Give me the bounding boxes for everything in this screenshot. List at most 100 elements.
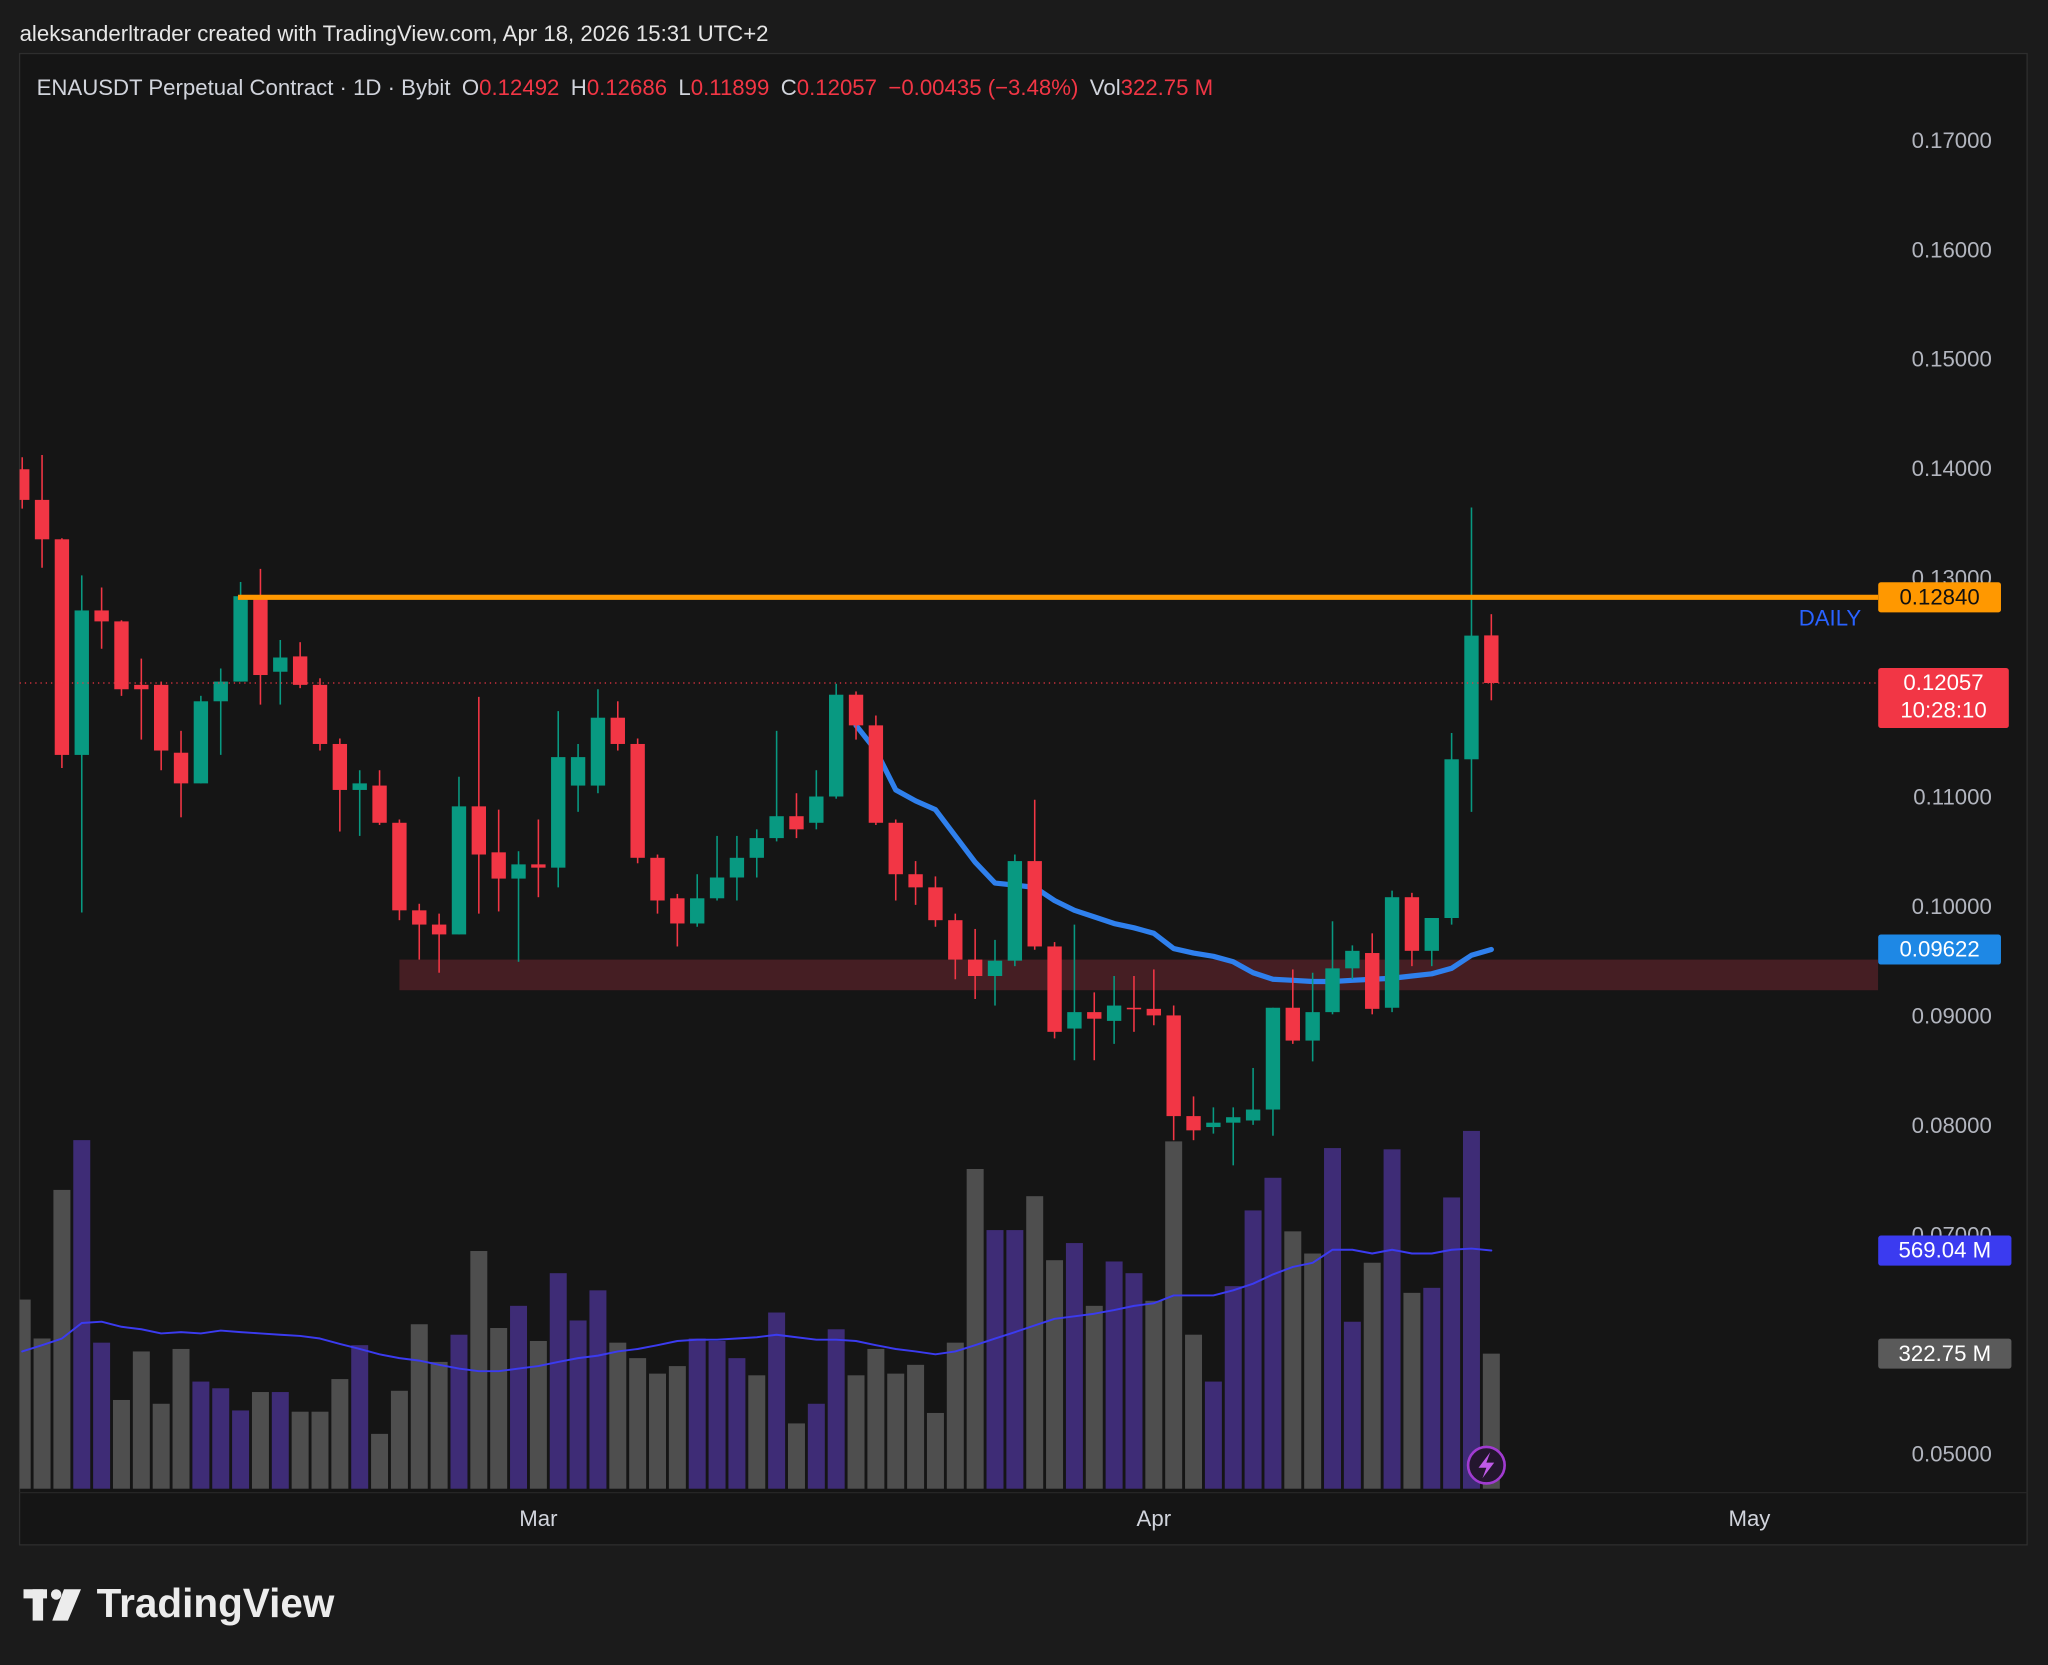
level-badge: 0.12840 (1899, 584, 1979, 609)
volume-bar (1423, 1287, 1441, 1489)
candle-body (1047, 946, 1062, 1032)
candle-body (1226, 1117, 1241, 1123)
candle-body (312, 684, 328, 744)
candle-body (1106, 1005, 1122, 1021)
volume-bar (291, 1411, 309, 1489)
volume-bar (688, 1338, 706, 1489)
volume-bar (1343, 1321, 1361, 1489)
legend-label: Vol (1090, 75, 1121, 100)
candle-body (630, 743, 645, 858)
legend-value: 0.12492 (479, 75, 559, 100)
header: aleksanderltrader created with TradingVi… (20, 21, 769, 46)
legend-value: 322.75 M (1121, 75, 1214, 100)
candle-body (173, 752, 189, 784)
volume-bar (569, 1320, 587, 1489)
volume-bar (1244, 1210, 1262, 1489)
candle-body (74, 610, 89, 755)
volume-bar (311, 1411, 329, 1489)
candle-body (1186, 1116, 1201, 1131)
candle-body (928, 887, 943, 921)
candle-body (769, 816, 784, 839)
volume-bar (410, 1324, 428, 1489)
volume-bar (232, 1410, 250, 1489)
volume-bar (1383, 1149, 1401, 1489)
volume-bar (1185, 1334, 1203, 1489)
volume-bar (351, 1345, 369, 1489)
volume-bar (1304, 1253, 1322, 1489)
candle-body (372, 785, 387, 823)
candle-body (392, 822, 407, 911)
volume-bar (668, 1366, 686, 1489)
candle-body (273, 657, 288, 672)
candle-body (948, 920, 963, 960)
logo: TradingView (23, 1580, 335, 1626)
candle-body (193, 701, 209, 784)
candle-body (153, 684, 169, 751)
legend-change: −0.00435 (−3.48%) (888, 75, 1078, 100)
candle-body (868, 725, 884, 823)
volume-bar (1165, 1141, 1183, 1489)
candle-body (1345, 950, 1360, 969)
legend-value: 0.12686 (587, 75, 667, 100)
volume-bar (589, 1290, 607, 1489)
candle-body (1325, 968, 1340, 1013)
volume-bar (549, 1273, 567, 1489)
chart-pane (18, 52, 2028, 1546)
volume-bar (331, 1379, 349, 1489)
volume-bar (251, 1392, 269, 1489)
x-tick-label: May (1728, 1506, 1771, 1531)
volume-bar (1125, 1273, 1143, 1489)
candle-body (690, 898, 705, 924)
volume-bar (728, 1358, 746, 1489)
candle-body (233, 596, 248, 682)
volume-bar (1264, 1177, 1282, 1489)
x-tick-label: Mar (519, 1506, 558, 1531)
y-tick-label: 0.09000 (1912, 1003, 1992, 1028)
candle-body (987, 960, 1003, 977)
volume-bar (966, 1168, 984, 1489)
volume-bar (768, 1312, 786, 1489)
candle-body (292, 656, 308, 685)
candle-body (213, 681, 228, 702)
ma-badge-box (1878, 934, 2001, 965)
volume-bar (708, 1340, 726, 1489)
volume-bar (1204, 1381, 1222, 1489)
candle-body (888, 822, 903, 875)
volume-bar (1046, 1260, 1064, 1489)
volume-bar (1363, 1262, 1381, 1489)
candle-body (590, 717, 606, 786)
candle-body (1424, 918, 1439, 951)
candle-body (1484, 635, 1499, 684)
candle-body (1365, 953, 1380, 1009)
volume-bar (1324, 1148, 1341, 1489)
candle-body (610, 717, 625, 744)
volume-bar (867, 1348, 885, 1489)
candle-body (749, 838, 764, 858)
volume-bar (490, 1328, 508, 1489)
volume-bar (609, 1342, 627, 1489)
candle-body (1265, 1007, 1281, 1110)
candle-body (332, 743, 348, 790)
volume-bar (132, 1351, 150, 1489)
volume-bar (19, 1299, 31, 1489)
candle-body (709, 877, 725, 899)
volume-bar (93, 1342, 111, 1489)
candle-body (412, 910, 427, 925)
candle-body (253, 596, 268, 676)
candle-body (34, 499, 50, 540)
y-tick-label: 0.15000 (1912, 347, 1992, 372)
volume-bar (827, 1329, 845, 1489)
volume-bar (470, 1251, 488, 1489)
volume-ma-line (21, 1247, 1493, 1373)
volume-bar (1085, 1305, 1103, 1489)
volume-bar (152, 1403, 170, 1489)
volume-bar (1026, 1196, 1044, 1489)
volume-bar (986, 1230, 1004, 1489)
level-badge-box (1878, 582, 2001, 613)
plot-area (19, 455, 1879, 1489)
volume-bar (212, 1388, 230, 1489)
candle-body (848, 694, 864, 726)
countdown: 10:28:10 (1900, 698, 1986, 723)
y-tick-label: 0.14000 (1912, 456, 1992, 481)
volume-bar (1145, 1300, 1163, 1489)
